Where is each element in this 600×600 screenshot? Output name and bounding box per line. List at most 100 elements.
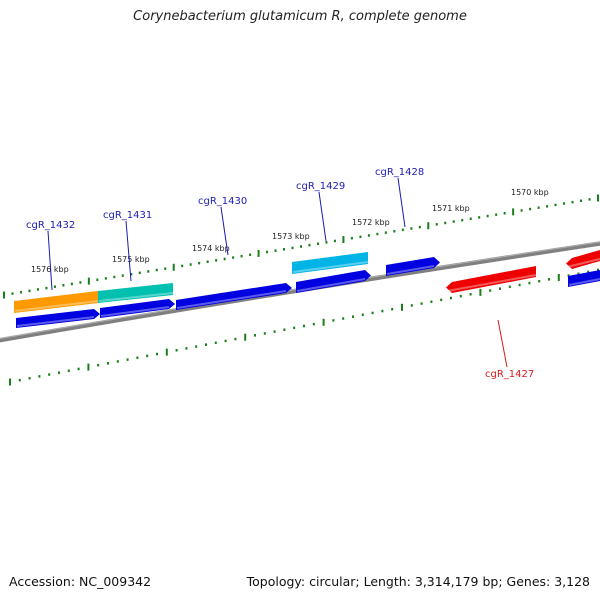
outer-ring-major-tick xyxy=(3,291,5,299)
inner-ring-minor-tick xyxy=(283,328,286,331)
outer-ring-minor-tick xyxy=(503,211,506,215)
outer-ring-minor-tick xyxy=(520,209,523,212)
inner-ring-minor-tick xyxy=(28,377,31,380)
outer-ring-minor-tick xyxy=(554,203,557,207)
outer-ring-minor-tick xyxy=(28,289,31,293)
inner-ring-minor-tick xyxy=(371,311,374,315)
outer-ring-minor-tick xyxy=(546,205,549,208)
gene-label: cgR_1427 xyxy=(485,369,534,380)
outer-ring-minor-tick xyxy=(580,199,583,203)
cds-forward-arrow xyxy=(296,270,371,293)
outer-ring-minor-tick xyxy=(130,272,133,276)
outer-ring-minor-tick xyxy=(223,257,226,261)
inner-ring-minor-tick xyxy=(567,274,570,277)
inner-ring-minor-tick xyxy=(410,304,413,307)
outer-ring-minor-tick xyxy=(376,232,379,236)
cds-forward-shade xyxy=(296,278,366,292)
outer-ring-minor-tick xyxy=(359,235,362,239)
outer-ring-minor-tick xyxy=(444,221,447,225)
inner-ring-minor-tick xyxy=(18,378,21,382)
cds-forward-arrow xyxy=(386,257,440,276)
gene-label-leader xyxy=(125,220,132,282)
inner-ring-minor-tick xyxy=(67,369,70,373)
inner-ring-minor-tick xyxy=(38,375,41,378)
cds-forward-arrow xyxy=(16,309,100,328)
outer-ring-minor-tick xyxy=(53,285,56,288)
scale-label: 1573 kbp xyxy=(272,232,310,241)
inner-ring-minor-tick xyxy=(234,337,237,341)
inner-ring-minor-tick xyxy=(450,296,452,300)
outer-ring-minor-tick xyxy=(316,242,319,245)
cog-orange-arrow xyxy=(14,291,98,313)
inner-ring-minor-tick xyxy=(430,300,433,303)
inner-ring-minor-tick xyxy=(361,313,364,317)
cds-forward-shade xyxy=(16,316,95,327)
inner-ring-minor-tick xyxy=(352,315,354,318)
gene-label-leader xyxy=(47,230,53,291)
inner-ring-minor-tick xyxy=(332,319,335,322)
outer-ring-minor-tick xyxy=(435,223,438,226)
outer-ring-minor-tick xyxy=(232,256,235,259)
inner-ring-minor-tick xyxy=(185,347,188,350)
outer-ring-minor-tick xyxy=(350,236,353,240)
cds-forward-shade xyxy=(568,278,600,286)
inner-ring-major-tick xyxy=(244,333,247,341)
cog-teal-shade xyxy=(98,292,174,302)
inner-ring-minor-tick xyxy=(97,363,100,367)
outer-ring-major-tick xyxy=(597,194,599,202)
outer-ring-minor-tick xyxy=(401,228,404,232)
inner-ring-minor-tick xyxy=(391,307,394,311)
tick-rings xyxy=(3,194,599,386)
outer-ring-minor-tick xyxy=(571,200,574,204)
outer-ring-minor-tick xyxy=(45,286,48,290)
outer-ring-minor-tick xyxy=(367,234,370,237)
inner-ring-minor-tick xyxy=(577,272,580,275)
cog-cyan-arrow xyxy=(292,252,368,274)
outer-ring-minor-tick xyxy=(249,253,252,257)
outer-ring-minor-tick xyxy=(469,217,472,221)
outer-ring-major-tick xyxy=(172,263,175,271)
gene-label-leader xyxy=(220,206,229,256)
outer-ring-minor-tick xyxy=(325,241,328,244)
inner-ring-minor-tick xyxy=(499,287,501,290)
inner-ring-minor-tick xyxy=(489,289,492,292)
inner-ring-minor-tick xyxy=(107,362,109,365)
outer-ring-minor-tick xyxy=(96,278,99,282)
outer-ring-minor-tick xyxy=(393,230,396,233)
outer-ring-minor-tick xyxy=(308,243,311,247)
inner-ring-minor-tick xyxy=(548,278,550,281)
inner-ring-minor-tick xyxy=(273,330,276,333)
inner-ring-minor-tick xyxy=(214,341,217,345)
cds-reverse-arrow xyxy=(566,250,600,269)
inner-ring-minor-tick xyxy=(469,293,472,296)
outer-ring-minor-tick xyxy=(461,218,464,222)
cds-forward-shade xyxy=(100,306,170,317)
outer-ring-minor-tick xyxy=(283,248,286,251)
outer-ring-minor-tick xyxy=(537,206,540,209)
inner-ring-minor-tick xyxy=(459,294,462,298)
cog-cyan-shade xyxy=(292,261,369,273)
inner-ring-major-tick xyxy=(9,378,11,386)
gene-label: cgR_1429 xyxy=(296,181,345,192)
cog-teal-arrow xyxy=(98,283,173,303)
inner-ring-major-tick xyxy=(479,288,482,296)
inner-ring-minor-tick xyxy=(205,343,207,346)
outer-ring-minor-tick xyxy=(62,284,65,287)
outer-ring-major-tick xyxy=(427,222,430,230)
inner-ring-minor-tick xyxy=(126,358,129,361)
outer-ring-minor-tick xyxy=(384,231,387,234)
inner-ring-minor-tick xyxy=(528,281,531,285)
scale-labels: 1576 kbp 1575 kbp 1574 kbp 1573 kbp 1572 kbp… xyxy=(31,188,549,274)
outer-ring-minor-tick xyxy=(452,220,455,223)
inner-ring-major-tick xyxy=(87,363,90,371)
gene-label: cgR_1432 xyxy=(26,220,75,231)
outer-ring-minor-tick xyxy=(113,275,116,279)
outer-ring-minor-tick xyxy=(563,202,566,205)
scale-label: 1572 kbp xyxy=(352,218,390,227)
outer-ring-major-tick xyxy=(87,277,90,285)
inner-ring-minor-tick xyxy=(293,326,296,330)
inner-ring-minor-tick xyxy=(224,339,227,343)
inner-ring-minor-tick xyxy=(263,332,266,335)
outer-ring-minor-tick xyxy=(266,250,269,254)
